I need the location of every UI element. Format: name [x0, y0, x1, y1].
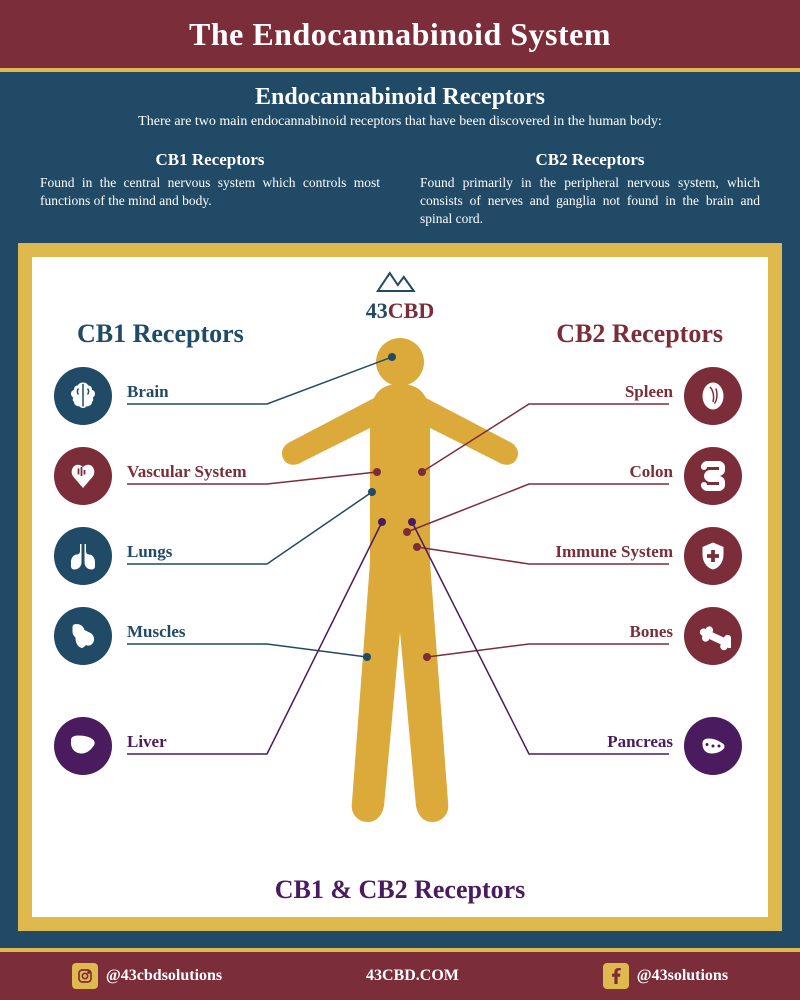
muscle-icon [54, 607, 112, 665]
body-diagram: 43CBD CB1 Receptors CB2 Receptors CB1 & … [32, 257, 768, 917]
footer-bar: @43cbdsolutions 43CBD.COM @43solutions [0, 948, 800, 1000]
heart-label: Vascular System [127, 462, 246, 482]
website-url: 43CBD.COM [366, 967, 459, 985]
liver-label: Liver [127, 732, 167, 752]
heart-icon [54, 447, 112, 505]
bone-icon [684, 607, 742, 665]
header-banner: The Endocannabinoid System [0, 0, 800, 72]
cb2-description: CB2 Receptors Found primarily in the per… [420, 150, 760, 229]
liver-icon [54, 717, 112, 775]
lungs-label: Lungs [127, 542, 172, 562]
cb2-column-title: CB2 Receptors [556, 319, 723, 349]
colon-label: Colon [630, 462, 673, 482]
cb1-column-title: CB1 Receptors [77, 319, 244, 349]
receptor-descriptions: CB1 Receptors Found in the central nervo… [0, 144, 800, 243]
facebook-handle: @43solutions [603, 963, 728, 989]
infographic-page: The Endocannabinoid System Endocannabino… [0, 0, 800, 1000]
main-title: The Endocannabinoid System [189, 16, 611, 53]
cb2-desc-title: CB2 Receptors [420, 150, 760, 170]
mountain-icon [370, 267, 430, 293]
cb1-desc-title: CB1 Receptors [40, 150, 380, 170]
spleen-icon [684, 367, 742, 425]
brain-icon [54, 367, 112, 425]
intro-text: There are two main endocannabinoid recep… [30, 114, 770, 130]
brand-logo: 43CBD [366, 267, 434, 324]
bone-label: Bones [630, 622, 673, 642]
muscle-label: Muscles [127, 622, 186, 642]
logo-text: 43CBD [366, 298, 434, 324]
instagram-handle: @43cbdsolutions [72, 963, 222, 989]
spleen-label: Spleen [625, 382, 673, 402]
colon-icon [684, 447, 742, 505]
immune-label: Immune System [555, 542, 673, 562]
immune-icon [684, 527, 742, 585]
cb2-desc-text: Found primarily in the peripheral nervou… [420, 174, 760, 229]
facebook-icon [603, 963, 629, 989]
diagram-container: 43CBD CB1 Receptors CB2 Receptors CB1 & … [18, 243, 782, 931]
human-body-icon [270, 332, 530, 852]
instagram-icon [72, 963, 98, 989]
intro-heading: Endocannabinoid Receptors [30, 84, 770, 111]
pancreas-label: Pancreas [607, 732, 673, 752]
pancreas-icon [684, 717, 742, 775]
both-receptors-title: CB1 & CB2 Receptors [32, 875, 768, 905]
cb1-description: CB1 Receptors Found in the central nervo… [40, 150, 380, 229]
cb1-desc-text: Found in the central nervous system whic… [40, 174, 380, 210]
intro-section: Endocannabinoid Receptors There are two … [0, 72, 800, 144]
brain-label: Brain [127, 382, 169, 402]
lungs-icon [54, 527, 112, 585]
